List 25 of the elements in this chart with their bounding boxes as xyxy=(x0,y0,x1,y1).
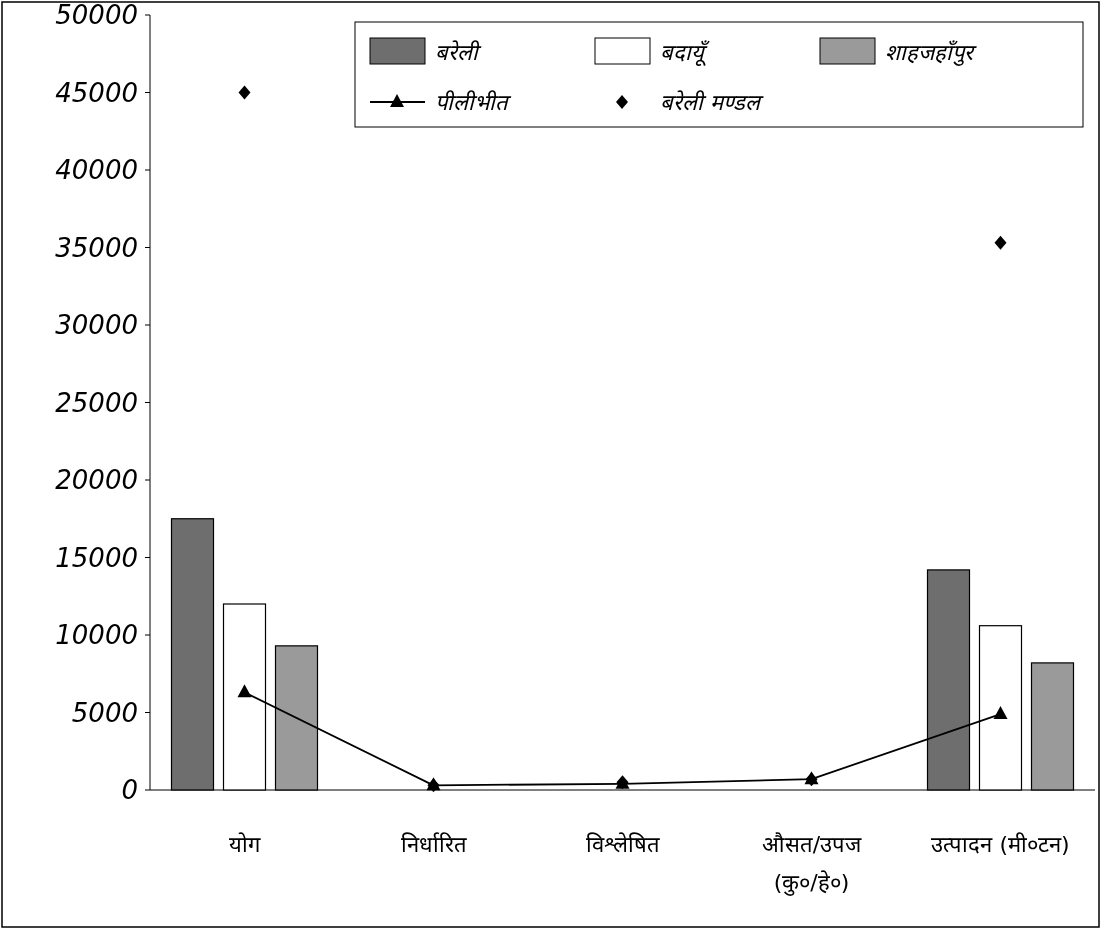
y-tick-label: 50000 xyxy=(55,0,138,30)
x-tick-label: औसत/उपज (कु०/हे०) xyxy=(761,832,863,896)
x-tick-label: उत्पादन (मी०टन) xyxy=(931,832,1070,857)
y-tick-label: 5000 xyxy=(71,697,138,728)
x-tick-label: निर्धारित xyxy=(400,832,467,857)
y-tick-label: 15000 xyxy=(55,542,138,573)
point xyxy=(994,235,1007,250)
legend-label: पीलीभीत xyxy=(435,90,512,115)
y-tick-label: 10000 xyxy=(55,620,138,650)
x-tick-label: योग xyxy=(229,832,261,857)
point xyxy=(993,706,1008,720)
legend-label: शाहजहाँपुर xyxy=(885,40,977,66)
point xyxy=(237,684,252,698)
y-tick-label: 0 xyxy=(121,775,138,805)
y-tick-label: 30000 xyxy=(55,310,138,340)
y-tick-label: 25000 xyxy=(55,387,138,418)
point xyxy=(238,85,251,100)
x-tick-label: विश्लेषित xyxy=(585,832,660,857)
y-tick-label: 35000 xyxy=(55,232,138,263)
y-tick-label: 40000 xyxy=(55,155,138,185)
y-tick-label: 20000 xyxy=(55,465,138,495)
legend-label: बरेली xyxy=(435,40,482,65)
y-tick-label: 45000 xyxy=(55,77,138,108)
legend-label: बरेली मण्डल xyxy=(660,90,764,115)
legend-label: बदायूँ xyxy=(660,40,710,67)
